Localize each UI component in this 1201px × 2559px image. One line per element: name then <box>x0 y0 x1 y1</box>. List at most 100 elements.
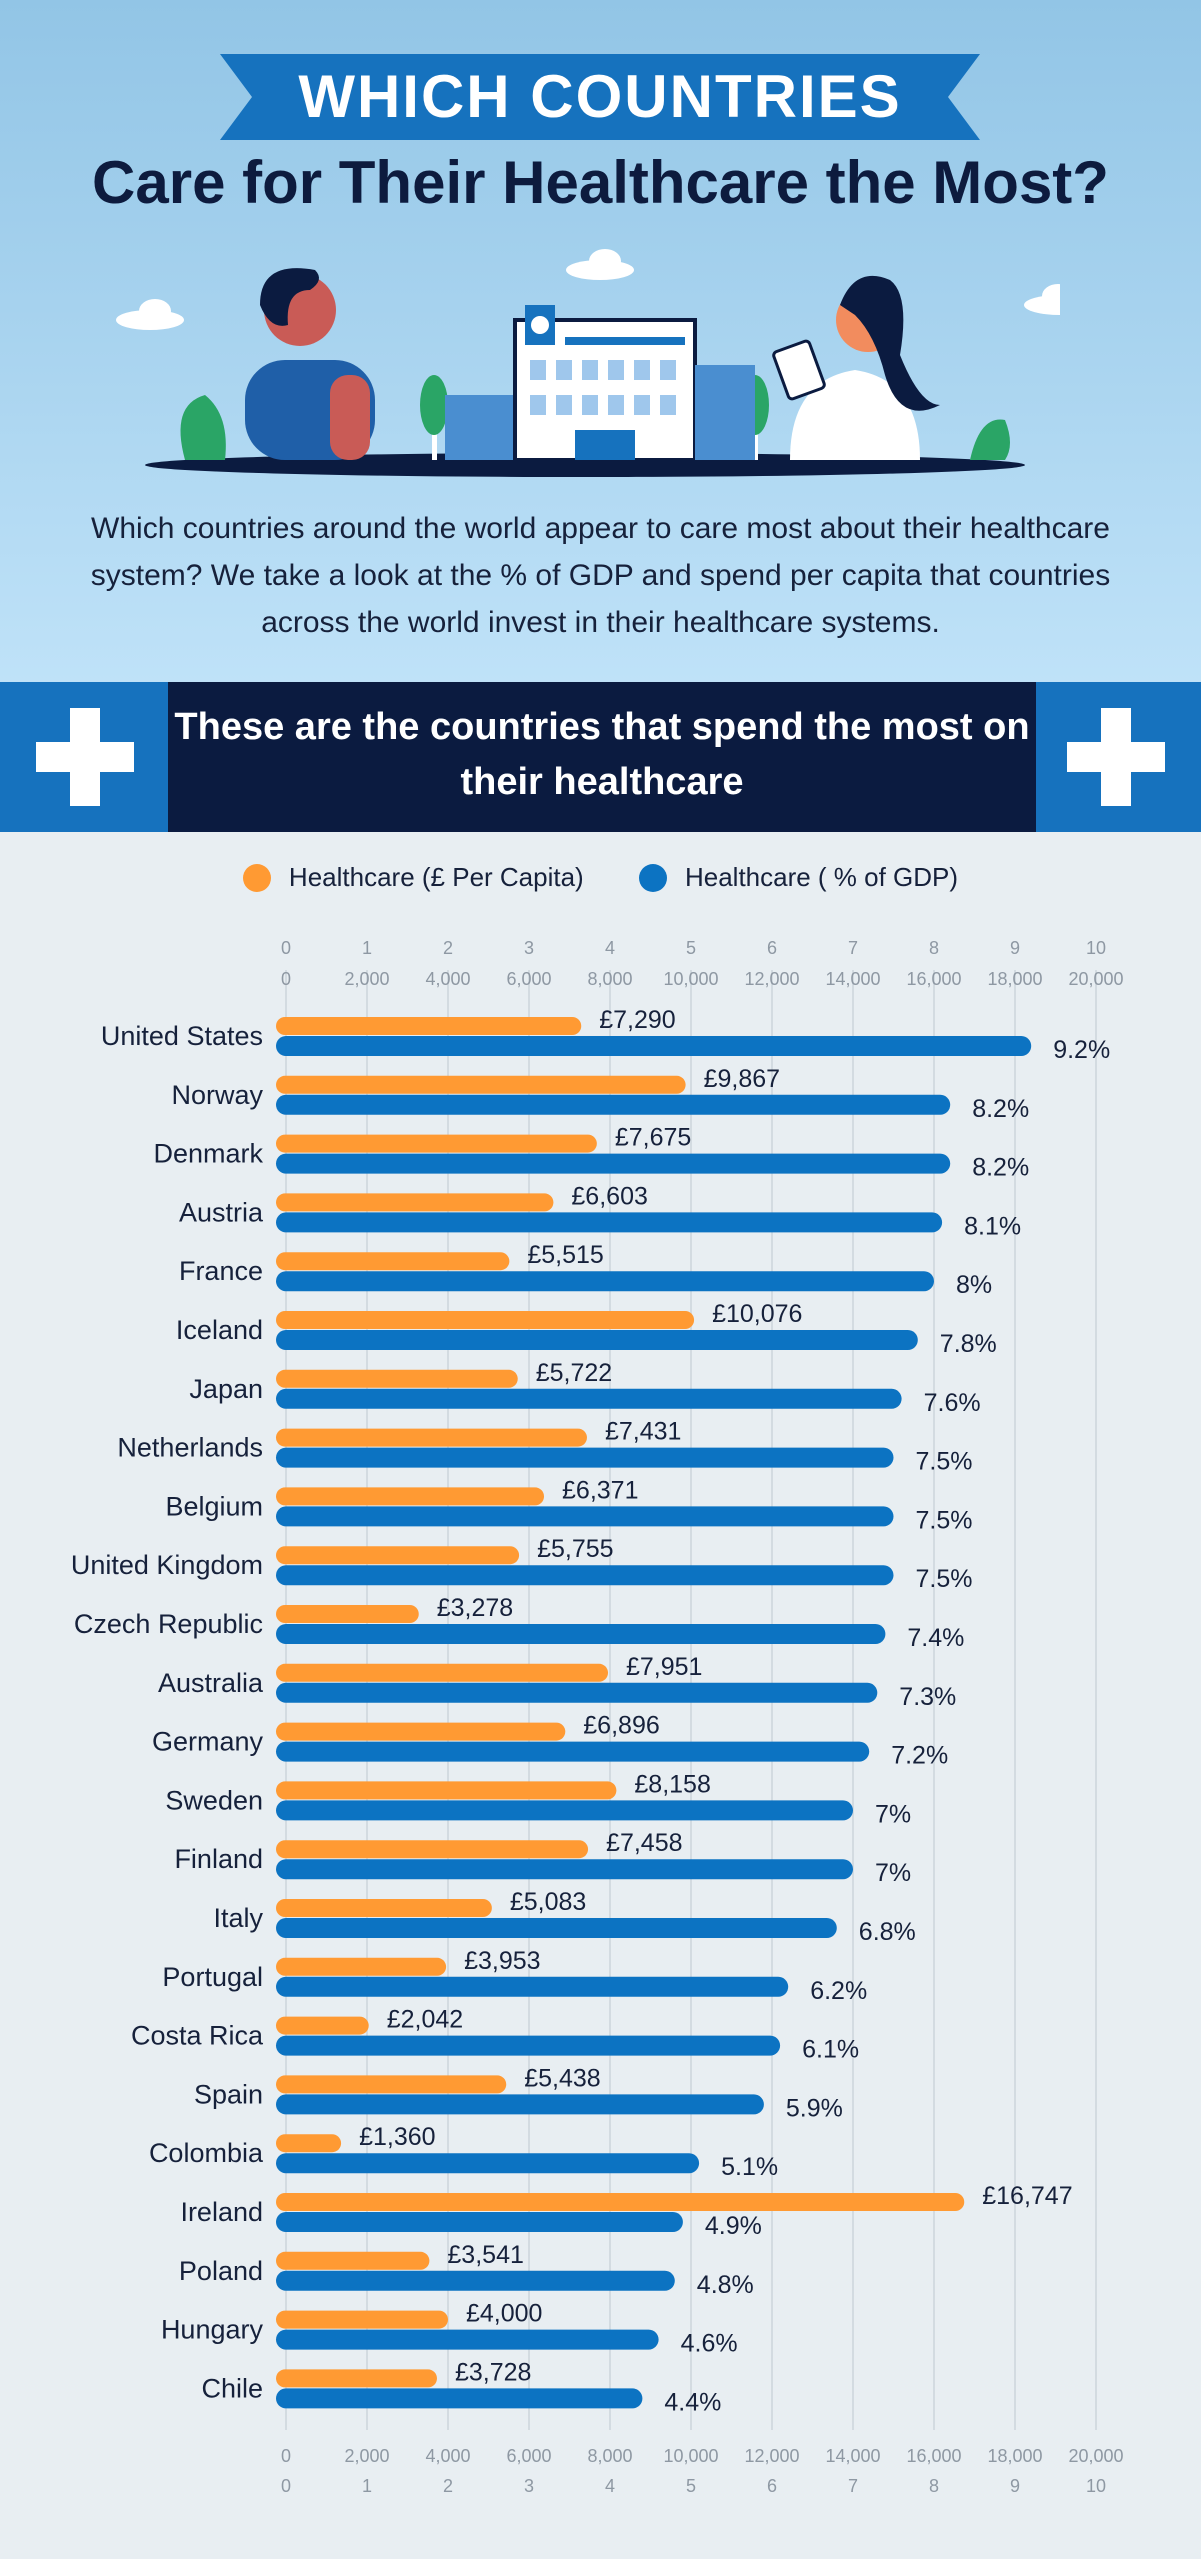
tick-label-capita-bottom: 4,000 <box>425 2446 470 2466</box>
data-label-capita: £3,541 <box>447 2241 523 2269</box>
bar-gdp <box>276 2035 781 2056</box>
hospital-illustration <box>116 249 1060 477</box>
bar-gdp <box>276 1859 853 1880</box>
country-label: Colombia <box>149 2138 264 2168</box>
data-label-capita: £8,158 <box>634 1770 710 1798</box>
bar-capita <box>276 2075 507 2094</box>
data-label-capita: £10,076 <box>712 1300 802 1328</box>
tick-label-capita-bottom: 14,000 <box>825 2446 880 2466</box>
data-label-capita: £5,722 <box>536 1359 612 1387</box>
bar-gdp <box>276 1388 902 1409</box>
data-label-capita: £7,431 <box>605 1418 681 1446</box>
bar-capita <box>276 1193 554 1212</box>
country-label: Denmark <box>153 1139 263 1169</box>
bar-gdp <box>276 1918 837 1938</box>
tick-label-gdp-top: 4 <box>605 938 615 958</box>
data-label-capita: £1,360 <box>359 2123 435 2151</box>
section-heading: These are the countries that spend the m… <box>174 706 1030 803</box>
data-label-gdp: 8% <box>956 1271 992 1299</box>
bar-gdp <box>276 1624 886 1644</box>
country-label: Australia <box>158 1668 264 1698</box>
data-label-capita: £6,603 <box>571 1182 647 1210</box>
bar-gdp <box>276 1330 918 1350</box>
tick-label-capita-bottom: 12,000 <box>744 2446 799 2466</box>
legend-swatch-gdp <box>638 863 667 892</box>
tick-label-capita-top: 4,000 <box>425 969 470 989</box>
bar-gdp <box>276 1153 951 1174</box>
country-label: Austria <box>179 1197 264 1227</box>
bar-gdp <box>276 1094 951 1115</box>
tick-label-gdp-bottom: 8 <box>929 2476 939 2496</box>
country-label: Italy <box>213 1903 263 1933</box>
tick-label-capita-top: 10,000 <box>663 969 718 989</box>
hero-header: WHICH COUNTRIES Care for Their Healthcar… <box>0 0 1201 682</box>
country-label: United States <box>101 1021 263 1051</box>
data-label-gdp: 4.6% <box>681 2330 738 2358</box>
bar-capita <box>276 1840 589 1859</box>
data-label-capita: £5,438 <box>524 2064 600 2092</box>
data-label-capita: £6,896 <box>583 1712 659 1740</box>
country-label: Iceland <box>176 1315 263 1345</box>
bar-gdp <box>276 2212 683 2232</box>
data-label-gdp: 7.5% <box>916 1448 973 1476</box>
bar-capita <box>276 2016 369 2035</box>
legend-item-gdp: Healthcare ( % of GDP) <box>638 862 958 893</box>
data-label-capita: £2,042 <box>387 2006 463 2034</box>
country-label: Costa Rica <box>131 2021 264 2051</box>
tick-label-capita-top: 16,000 <box>906 969 961 989</box>
data-label-capita: £5,515 <box>527 1241 603 1269</box>
bar-capita <box>276 1428 587 1447</box>
data-label-capita: £3,278 <box>437 1594 513 1622</box>
data-label-gdp: 4.4% <box>664 2388 721 2416</box>
tick-label-gdp-bottom: 1 <box>362 2476 372 2496</box>
country-label: Finland <box>174 1844 263 1874</box>
tick-label-capita-top: 12,000 <box>744 969 799 989</box>
tick-label-capita-bottom: 18,000 <box>987 2446 1042 2466</box>
legend-item-capita: Healthcare (£ Per Capita) <box>242 862 584 893</box>
data-label-capita: £7,458 <box>606 1829 682 1857</box>
data-label-gdp: 7.5% <box>916 1506 973 1534</box>
country-label: Ireland <box>180 2197 263 2227</box>
cloud-icon <box>566 249 634 280</box>
bar-capita <box>276 1252 510 1271</box>
tick-label-gdp-top: 10 <box>1086 938 1106 958</box>
tick-label-gdp-top: 3 <box>524 938 534 958</box>
data-label-gdp: 5.1% <box>721 2153 778 2181</box>
tick-label-gdp-top: 8 <box>929 938 939 958</box>
country-label: Norway <box>171 1080 263 1110</box>
data-label-capita: £4,000 <box>466 2300 542 2328</box>
bar-capita <box>276 1663 609 1682</box>
tick-label-capita-top: 20,000 <box>1068 969 1123 989</box>
tick-label-gdp-bottom: 6 <box>767 2476 777 2496</box>
bar-capita <box>276 1957 447 1976</box>
bar-gdp <box>276 2153 700 2174</box>
tick-label-gdp-bottom: 4 <box>605 2476 615 2496</box>
data-label-capita: £3,953 <box>464 1947 540 1975</box>
tick-label-gdp-bottom: 2 <box>443 2476 453 2496</box>
tick-label-capita-top: 6,000 <box>506 969 551 989</box>
data-label-gdp: 7.3% <box>899 1683 956 1711</box>
bar-capita <box>276 2369 437 2388</box>
country-label: Sweden <box>165 1785 263 1815</box>
bar-gdp <box>276 1976 789 1997</box>
data-label-capita: £6,371 <box>562 1476 638 1504</box>
banner-text: WHICH COUNTRIES <box>298 63 902 130</box>
data-label-capita: £7,290 <box>599 1006 675 1034</box>
data-label-capita: £5,755 <box>537 1535 613 1563</box>
bar-capita <box>276 2310 448 2329</box>
country-label: Czech Republic <box>74 1609 263 1639</box>
bar-gdp <box>276 2270 675 2291</box>
bar-capita <box>276 1546 520 1565</box>
tick-label-capita-top: 18,000 <box>987 969 1042 989</box>
chart-legend: Healthcare (£ Per Capita) Healthcare ( %… <box>0 862 1201 899</box>
country-label: Chile <box>201 2373 263 2403</box>
country-label: Poland <box>179 2256 263 2286</box>
country-label: Spain <box>194 2079 263 2109</box>
legend-swatch-capita <box>242 863 271 892</box>
tick-label-gdp-top: 1 <box>362 938 372 958</box>
data-label-gdp: 7.8% <box>940 1330 997 1358</box>
tick-label-gdp-bottom: 10 <box>1086 2476 1106 2496</box>
tick-label-capita-bottom: 2,000 <box>344 2446 389 2466</box>
tick-label-gdp-top: 5 <box>686 938 696 958</box>
